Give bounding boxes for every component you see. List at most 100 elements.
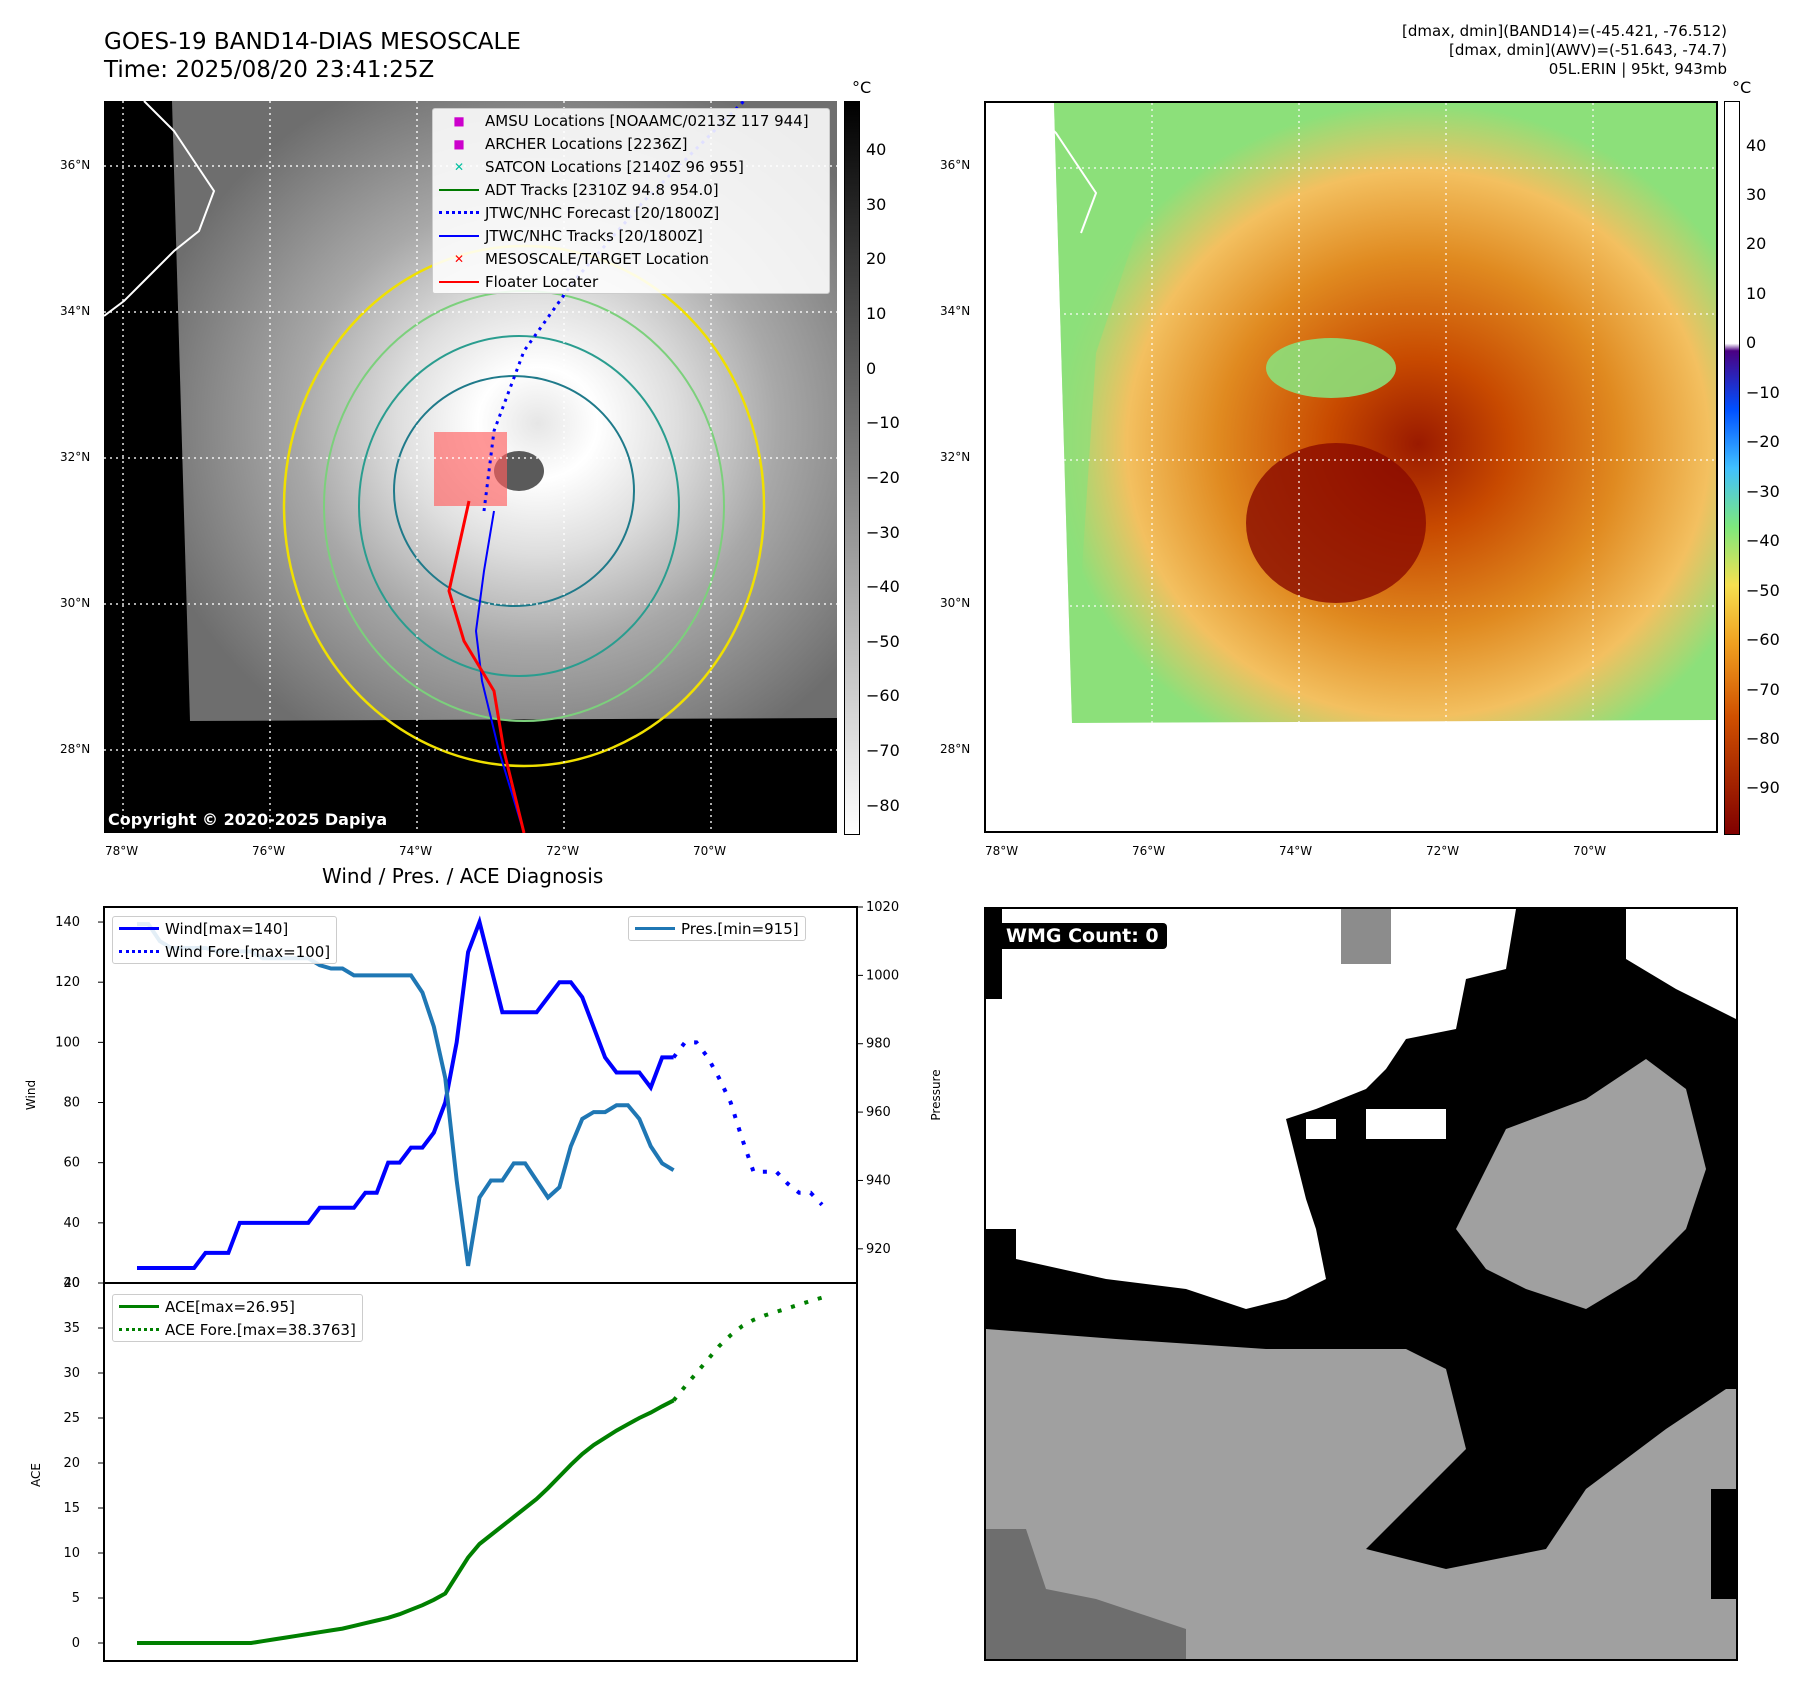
lat-label: 36°N (60, 158, 91, 172)
map-legend-symbol (439, 280, 479, 283)
map-legend-item: JTWC/NHC Tracks [20/1800Z] (433, 224, 829, 247)
wind-axis-label: Wind (24, 1080, 38, 1110)
pressure-axis-label: Pressure (929, 1069, 943, 1120)
ace-fore-legend-symbol (119, 1328, 159, 1331)
ace-axis-label: ACE (29, 1463, 43, 1487)
colorbar-tick: −50 (866, 631, 900, 651)
map-legend: ■ AMSU Locations [NOAAMC/0213Z 117 944] ■ A… (432, 108, 830, 294)
lon-label: 72°W (546, 844, 580, 858)
ir-colorbar (844, 101, 860, 835)
ace-legend-label: ACE[max=26.95] (165, 1297, 295, 1316)
colorbar-tick: −40 (866, 577, 900, 597)
map-legend-symbol: ✕ (453, 159, 465, 174)
pressure-legend: Pres.[min=915] (628, 916, 806, 941)
map-legend-symbol (439, 188, 479, 191)
map-legend-label: ADT Tracks [2310Z 94.8 954.0] (485, 180, 719, 199)
chart-title: GOES-19 BAND14-DIAS MESOSCALE Time: 2025… (104, 28, 521, 84)
ace-forecast-line (672, 1295, 823, 1402)
diagnosis-chart: 2040608010012014092094096098010001020Win… (24, 900, 943, 1662)
lat-label: 32°N (60, 450, 91, 464)
map-legend-item: Floater Locater (433, 270, 829, 293)
wmg-image (986, 909, 1736, 1659)
map-legend-label: SATCON Locations [2140Z 96 955] (485, 157, 744, 176)
ace-legend: ACE[max=26.95] ACE Fore.[max=38.3763] (112, 1294, 363, 1342)
colorbar-tick: −50 (1746, 580, 1780, 600)
map-legend-item: ADT Tracks [2310Z 94.8 954.0] (433, 178, 829, 201)
y-tick-label: 140 (55, 915, 80, 930)
awv-map-image (986, 102, 1716, 831)
y-tick-label: 80 (63, 1096, 80, 1111)
colorbar-tick: 30 (1746, 184, 1767, 204)
wind-forecast-line (671, 1040, 824, 1207)
lon-label: 72°W (1426, 844, 1460, 858)
lon-label: 76°W (1132, 844, 1166, 858)
wind-legend-label: Wind[max=140] (165, 919, 289, 938)
title-line-1: GOES-19 BAND14-DIAS MESOSCALE (104, 29, 521, 55)
ace-y-tick-label: 15 (63, 1501, 80, 1516)
awv-colorbar (1724, 101, 1740, 835)
lat-label: 34°N (60, 304, 91, 318)
y2-tick-label: 920 (866, 1242, 891, 1257)
map-legend-symbol: ■ (453, 113, 465, 128)
map-legend-item: ■ ARCHER Locations [2236Z] (433, 132, 829, 155)
lon-label: 76°W (252, 844, 286, 858)
colorbar-tick: 40 (1746, 135, 1767, 155)
y-tick-label: 100 (55, 1035, 80, 1050)
y-tick-label: 40 (63, 1216, 80, 1231)
y-tick-label: 60 (63, 1156, 80, 1171)
lat-label: 30°N (940, 596, 971, 610)
lon-label: 70°W (1573, 844, 1607, 858)
ace-legend-symbol (119, 1305, 159, 1308)
colorbar-tick: −80 (866, 795, 900, 815)
map-legend-symbol (439, 211, 479, 214)
lat-label: 36°N (940, 158, 971, 172)
map-legend-item: ■ AMSU Locations [NOAAMC/0213Z 117 944] (433, 109, 829, 132)
map-legend-label: Floater Locater (485, 272, 599, 291)
map-legend-label: MESOSCALE/TARGET Location (485, 249, 710, 268)
colorbar-tick: 0 (1746, 333, 1757, 353)
colorbar-tick: −30 (866, 522, 900, 542)
wind-fore-legend-symbol (119, 950, 159, 953)
y2-tick-label: 960 (866, 1105, 891, 1120)
pres-legend-symbol (635, 927, 675, 930)
ace-axes-frame (103, 1282, 858, 1662)
colorbar-tick: −80 (1746, 729, 1780, 749)
colorbar-tick: −10 (1746, 382, 1780, 402)
colorbar-tick: 10 (1746, 283, 1767, 303)
lon-label: 78°W (105, 844, 139, 858)
y2-tick-label: 1020 (866, 900, 899, 915)
lat-label: 28°N (940, 742, 971, 756)
ace-y-tick-label: 40 (63, 1276, 80, 1291)
wind-legend: Wind[max=140] Wind Fore.[max=100] (112, 916, 338, 964)
copyright-text: Copyright © 2020-2025 Dapiya (108, 810, 388, 829)
map-legend-item: JTWC/NHC Forecast [20/1800Z] (433, 201, 829, 224)
ir-colorbar-unit: °C (852, 78, 872, 97)
pres-legend-label: Pres.[min=915] (681, 919, 799, 938)
y-tick-label: 20 (63, 1276, 80, 1291)
diagnosis-title: Wind / Pres. / ACE Diagnosis (322, 864, 604, 888)
colorbar-tick: −20 (1746, 432, 1780, 452)
map-legend-label: JTWC/NHC Tracks [20/1800Z] (485, 226, 703, 245)
y2-tick-label: 1000 (866, 968, 899, 983)
ace-y-tick-label: 10 (63, 1546, 80, 1561)
colorbar-tick: 30 (866, 194, 887, 214)
wind-legend-symbol (119, 927, 159, 930)
map-legend-symbol: ■ (453, 136, 465, 151)
colorbar-tick: −90 (1746, 778, 1780, 798)
ace-y-tick-label: 5 (72, 1591, 80, 1606)
ace-y-tick-label: 20 (63, 1456, 80, 1471)
colorbar-tick: −30 (1746, 481, 1780, 501)
ace-y-tick-label: 25 (63, 1411, 80, 1426)
map-legend-label: JTWC/NHC Forecast [20/1800Z] (485, 203, 720, 222)
y2-tick-label: 940 (866, 1173, 891, 1188)
ace-fore-legend-label: ACE Fore.[max=38.3763] (165, 1320, 356, 1339)
colorbar-tick: −70 (1746, 679, 1780, 699)
lat-label: 28°N (60, 742, 91, 756)
ace-y-tick-label: 0 (72, 1636, 80, 1651)
colorbar-tick: 20 (1746, 234, 1767, 254)
colorbar-tick: −20 (866, 467, 900, 487)
intensity-info: [dmax, dmin](BAND14)=(-45.421, -76.512) … (1402, 22, 1727, 79)
colorbar-tick: −60 (1746, 630, 1780, 650)
lat-label: 30°N (60, 596, 91, 610)
wmg-panel: WMG Count: 0 (984, 907, 1738, 1661)
